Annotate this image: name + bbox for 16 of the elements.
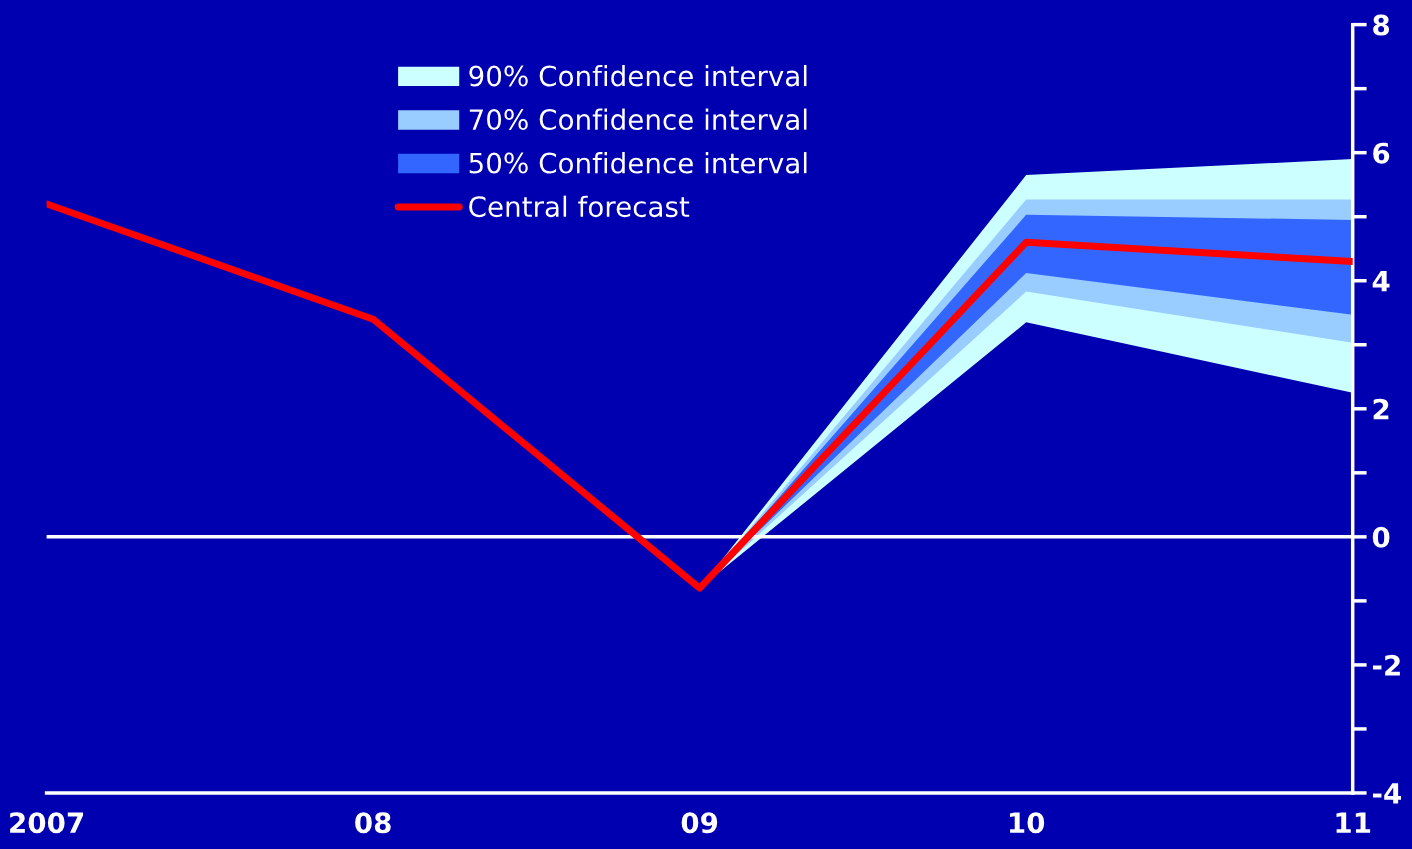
y-tick-label: -2 bbox=[1372, 654, 1400, 676]
x-tick-label: 2007 bbox=[10, 812, 84, 834]
y-tick-label: 0 bbox=[1372, 526, 1390, 548]
legend-label: 90% Confidence interval bbox=[469, 64, 807, 87]
y-tick-label: 2 bbox=[1373, 398, 1389, 420]
legend-label: 70% Confidence interval bbox=[469, 108, 807, 131]
y-tick-label: -4 bbox=[1372, 783, 1402, 804]
x-tick-label: 11 bbox=[1336, 812, 1371, 833]
x-tick-label: 08 bbox=[355, 812, 391, 834]
y-tick-label: 6 bbox=[1373, 142, 1390, 164]
y-tick-label: 4 bbox=[1372, 271, 1390, 292]
x-tick-label: 09 bbox=[681, 812, 718, 834]
y-tick-label: 8 bbox=[1373, 14, 1390, 36]
legend-label: Central forecast bbox=[469, 195, 690, 218]
x-tick-label: 10 bbox=[1009, 812, 1045, 834]
legend-label: 50% Confidence interval bbox=[469, 152, 807, 174]
